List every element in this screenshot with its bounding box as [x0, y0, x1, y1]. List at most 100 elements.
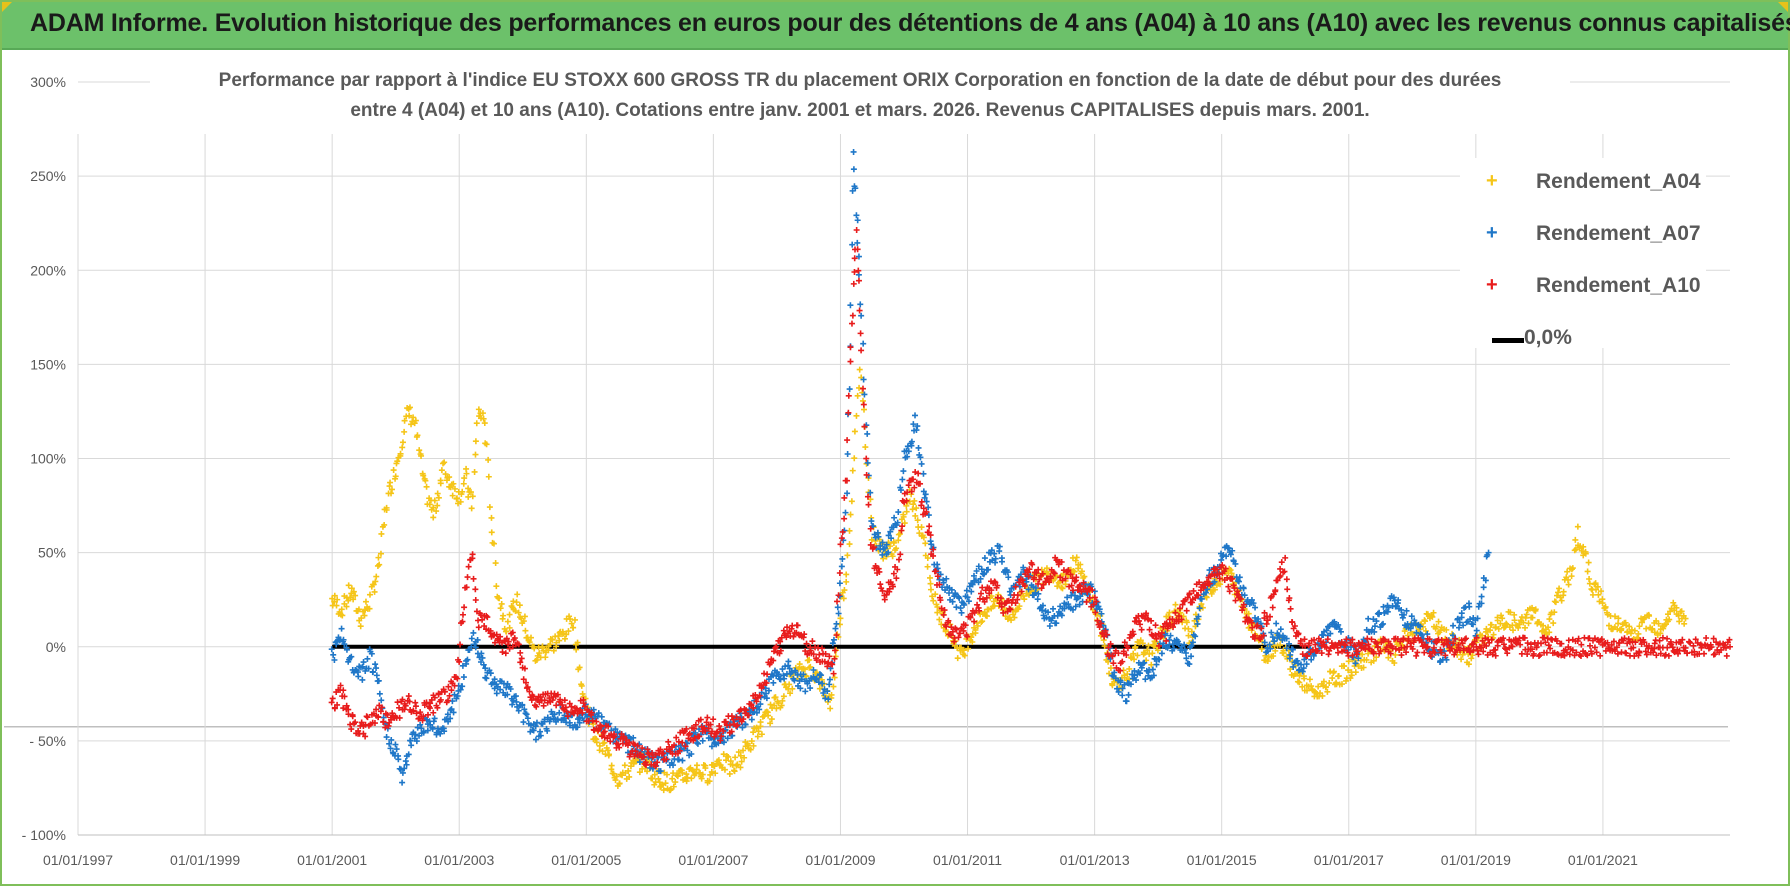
data-point — [1300, 665, 1307, 672]
data-point — [1183, 655, 1190, 662]
data-point — [554, 716, 561, 723]
data-point — [770, 679, 777, 686]
data-point — [1360, 664, 1367, 671]
data-point — [434, 704, 441, 711]
data-point — [533, 719, 540, 726]
data-point — [913, 505, 920, 512]
data-point — [1527, 641, 1534, 648]
data-point — [526, 639, 533, 646]
data-point — [636, 769, 643, 776]
data-point — [732, 754, 739, 761]
data-point — [922, 491, 929, 498]
data-point — [880, 555, 887, 562]
data-point — [1614, 650, 1621, 657]
data-point — [1488, 636, 1495, 643]
data-point — [1107, 665, 1114, 672]
data-point — [1511, 617, 1518, 624]
data-point — [477, 612, 484, 619]
data-point — [1328, 640, 1335, 647]
data-point — [922, 540, 929, 547]
data-point — [1615, 620, 1622, 627]
data-point — [849, 467, 856, 474]
data-point — [410, 414, 417, 421]
data-point — [1538, 640, 1545, 647]
x-tick-label: 01/01/2019 — [1441, 852, 1511, 868]
data-point — [1110, 660, 1117, 667]
data-point — [509, 629, 516, 636]
data-point — [742, 721, 749, 728]
data-point — [1062, 581, 1069, 588]
data-point — [1459, 651, 1466, 658]
legend-label-a07: Rendement_A07 — [1536, 222, 1701, 245]
data-point — [784, 624, 791, 631]
data-point — [981, 570, 988, 577]
data-point — [1459, 640, 1466, 647]
data-point — [1163, 637, 1170, 644]
data-point — [1682, 644, 1689, 651]
data-point — [777, 647, 784, 654]
data-point — [1604, 639, 1611, 646]
data-point — [507, 686, 514, 693]
data-point — [1435, 618, 1442, 625]
data-point — [1301, 656, 1308, 663]
data-point — [1282, 554, 1289, 561]
data-point — [673, 734, 680, 741]
data-point — [988, 547, 995, 554]
data-point — [510, 598, 517, 605]
data-point — [420, 713, 427, 720]
data-point — [574, 724, 581, 731]
data-point — [607, 738, 614, 745]
data-point — [1323, 627, 1330, 634]
data-point — [940, 579, 947, 586]
data-point — [964, 594, 971, 601]
data-point — [613, 773, 620, 780]
data-point — [1373, 618, 1380, 625]
data-point — [953, 604, 960, 611]
data-point — [1071, 568, 1078, 575]
data-point — [1069, 606, 1076, 613]
data-point — [1529, 646, 1536, 653]
data-point — [797, 685, 804, 692]
data-point — [692, 721, 699, 728]
data-point — [1188, 653, 1195, 660]
data-point — [890, 539, 897, 546]
data-point — [1308, 683, 1315, 690]
data-point — [925, 504, 932, 511]
data-point — [1043, 614, 1050, 621]
data-point — [559, 702, 566, 709]
data-point — [359, 663, 366, 670]
data-point — [947, 632, 954, 639]
data-point — [561, 635, 568, 642]
data-point — [956, 595, 963, 602]
data-point — [992, 579, 999, 586]
data-point — [506, 611, 513, 618]
data-point — [1344, 649, 1351, 656]
data-point — [1172, 609, 1179, 616]
y-tick-label: - 100% — [22, 827, 66, 843]
data-point — [532, 723, 539, 730]
data-point — [905, 482, 912, 489]
data-point — [1326, 680, 1333, 687]
data-point — [437, 696, 444, 703]
data-point — [1154, 647, 1161, 654]
data-point — [1353, 651, 1360, 658]
data-point — [1558, 597, 1565, 604]
data-point — [1291, 623, 1298, 630]
data-point — [789, 685, 796, 692]
data-point — [1578, 547, 1585, 554]
data-point — [816, 651, 823, 658]
data-point — [1146, 626, 1153, 633]
data-point — [723, 757, 730, 764]
data-point — [1533, 644, 1540, 651]
data-point — [670, 770, 677, 777]
data-point — [1364, 635, 1371, 642]
data-point — [505, 638, 512, 645]
data-point — [968, 588, 975, 595]
data-point — [1586, 635, 1593, 642]
data-point — [1175, 613, 1182, 620]
data-point — [694, 740, 701, 747]
data-point — [482, 665, 489, 672]
data-point — [1518, 650, 1525, 657]
data-point — [1153, 635, 1160, 642]
data-point — [1666, 616, 1673, 623]
